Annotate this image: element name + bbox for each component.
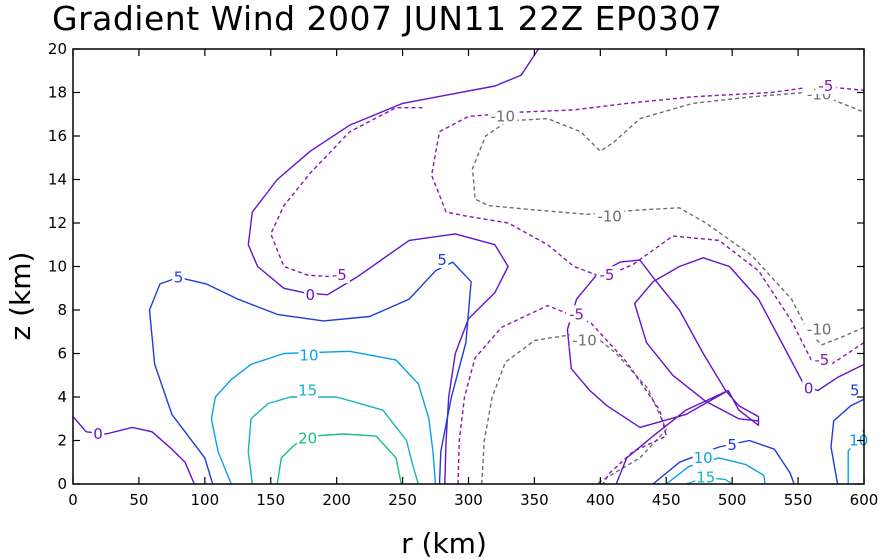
contour-label: -10	[807, 321, 832, 339]
contour-label: -5	[332, 266, 347, 284]
x-tick-label: 50	[129, 491, 148, 509]
x-axis-label: r (km)	[401, 527, 487, 559]
contour-label-bg	[811, 351, 833, 369]
y-tick-label: 12	[48, 214, 67, 232]
contour-label: -10	[572, 331, 597, 349]
contour-label-bg	[328, 266, 350, 284]
contour-label: -10	[597, 207, 622, 225]
contour-label: 20	[298, 429, 317, 447]
x-tick-label: 250	[388, 491, 417, 509]
contour-label-bg	[297, 429, 319, 447]
contour-line-10	[210, 350, 437, 485]
x-tick-label: 0	[68, 491, 78, 509]
contour-label: 10	[299, 347, 318, 365]
x-tick-label: 150	[256, 491, 285, 509]
contour-line-minus10	[471, 91, 865, 346]
y-tick-label: 6	[57, 345, 67, 363]
x-tick-label: 400	[586, 491, 615, 509]
contour-label-bg	[488, 107, 518, 125]
contour-label: 5	[437, 251, 447, 269]
contour-label: 0	[93, 425, 103, 443]
contour-line-0	[566, 259, 760, 485]
x-tick-label: 500	[718, 491, 747, 509]
contour-line-minus5	[270, 107, 423, 279]
contour-label-bg	[91, 424, 105, 442]
contour-label-bg	[804, 320, 834, 338]
x-tick-label: 200	[322, 491, 351, 509]
plot-frame	[72, 48, 865, 485]
contour-label-bg	[692, 448, 714, 466]
y-tick-label: 4	[57, 388, 67, 406]
contour-line-minus5	[430, 85, 865, 370]
contour-label-bg	[695, 468, 717, 486]
contour-line-5	[148, 261, 472, 485]
contour-line-10	[665, 457, 766, 485]
contour-label-bg	[569, 331, 600, 349]
contour-line-20	[276, 433, 402, 485]
contour-label-bg	[435, 250, 449, 268]
y-tick-label: 16	[48, 127, 67, 145]
x-tick-label: 300	[454, 491, 483, 509]
contour-label: -5	[814, 351, 829, 369]
contour-label: -5	[818, 77, 833, 95]
contour-label-bg	[304, 285, 317, 303]
contour-label: 15	[696, 468, 715, 486]
x-tick-label: 600	[850, 491, 879, 509]
contour-label-bg	[172, 268, 185, 286]
contour-label: 0	[804, 379, 814, 397]
x-tick-label: 100	[191, 491, 220, 509]
y-tick-label: 18	[48, 84, 67, 102]
y-tick-label: 10	[48, 258, 67, 276]
contour-label: -5	[599, 266, 614, 284]
contour-label: -10	[491, 107, 516, 125]
contour-layer	[72, 48, 865, 485]
contour-label: -5	[569, 305, 584, 323]
contour-label-bg	[297, 381, 319, 399]
contour-label-bg	[566, 305, 588, 323]
y-tick-label: 20	[48, 40, 67, 58]
y-tick-label: 8	[57, 301, 67, 319]
contour-line-15	[247, 396, 420, 485]
y-axis-label: z (km)	[4, 252, 37, 341]
contour-label-bg	[725, 435, 739, 453]
y-axis: 0 2 4 6 8 10 12 14 16 18 20	[48, 40, 864, 493]
contour-line-5	[652, 439, 795, 485]
x-tick-label: 350	[520, 491, 549, 509]
contour-label-bg	[802, 379, 815, 397]
x-tick-label: 450	[652, 491, 681, 509]
contour-label-bg	[815, 76, 837, 94]
contour-line-0	[633, 257, 865, 422]
contour-line-0	[72, 416, 195, 485]
contour-line-minus5	[457, 304, 667, 485]
contour-line-5	[830, 398, 865, 485]
contour-label-bg	[594, 207, 625, 225]
contour-line-minus10	[481, 331, 667, 485]
contour-label-bg	[596, 266, 618, 284]
contour-label: 15	[298, 381, 317, 399]
x-tick-label: 550	[784, 491, 813, 509]
y-tick-label: 2	[57, 432, 67, 450]
contour-label: 0	[306, 286, 316, 304]
contour-label-bg	[848, 381, 862, 399]
contour-label-layer: -10-10-10-10-10-5 -5-5-5-5000555510101015…	[91, 76, 870, 486]
x-axis: 0 50 100 150 200 250 300 350 400 450 500 550 600	[68, 49, 878, 509]
chart-title: Gradient Wind 2007 JUN11 22Z EP0307	[52, 0, 722, 38]
contour-label: 5	[850, 381, 860, 399]
contour-label-bg	[298, 346, 320, 364]
contour-label: 5	[174, 268, 184, 286]
contour-label: 10	[694, 449, 713, 467]
contour-label: 5	[727, 436, 737, 454]
y-tick-label: 0	[57, 475, 67, 493]
y-tick-label: 14	[48, 171, 67, 189]
